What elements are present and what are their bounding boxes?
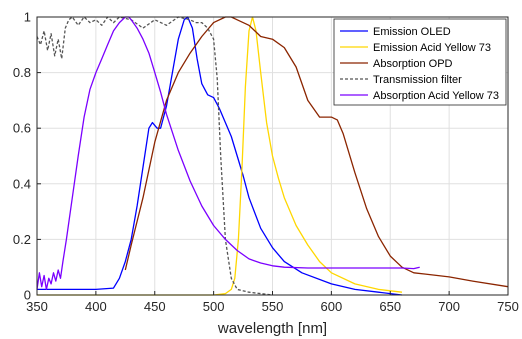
- x-tick-label: 500: [203, 299, 225, 314]
- x-tick-label: 650: [379, 299, 401, 314]
- x-tick-label: 600: [321, 299, 343, 314]
- y-tick-label: 1: [24, 10, 31, 25]
- legend-label: Absorption Acid Yellow 73: [373, 90, 499, 102]
- x-tick-label: 450: [144, 299, 166, 314]
- legend-label: Emission OLED: [373, 26, 451, 38]
- x-tick-label: 350: [26, 299, 48, 314]
- series-line-absorption-opd: [124, 16, 509, 288]
- x-axis-label: wavelength [nm]: [217, 320, 327, 337]
- series-line-emission-oled: [37, 16, 403, 296]
- legend-box: [333, 18, 507, 106]
- legend: Emission OLED Emission Acid Yellow 73 Abso…: [333, 18, 507, 106]
- series-line-absorption-acid-yellow-73: [36, 16, 420, 291]
- tick-group: 350 400 450 500 550 600 650 700 750 0 0.2 0.4 0.6 0.8…: [13, 10, 519, 315]
- y-tick-label: 0.8: [13, 65, 31, 80]
- x-tick-label: 550: [262, 299, 284, 314]
- legend-label: Absorption OPD: [373, 58, 453, 70]
- y-tick-label: 0.2: [13, 232, 31, 247]
- legend-label: Transmission filter: [373, 74, 462, 86]
- x-tick-label: 400: [85, 299, 107, 314]
- y-tick-label: 0.6: [13, 121, 31, 136]
- x-tick-label: 750: [497, 299, 519, 314]
- series-line-transmission-filter: [36, 16, 273, 296]
- x-tick-label: 700: [438, 299, 460, 314]
- y-tick-label: 0: [24, 288, 31, 303]
- series-line-emission-acid-yellow-73: [37, 16, 403, 296]
- y-tick-label: 0.4: [13, 176, 31, 191]
- legend-label: Emission Acid Yellow 73: [373, 42, 491, 54]
- series-group: [36, 16, 509, 296]
